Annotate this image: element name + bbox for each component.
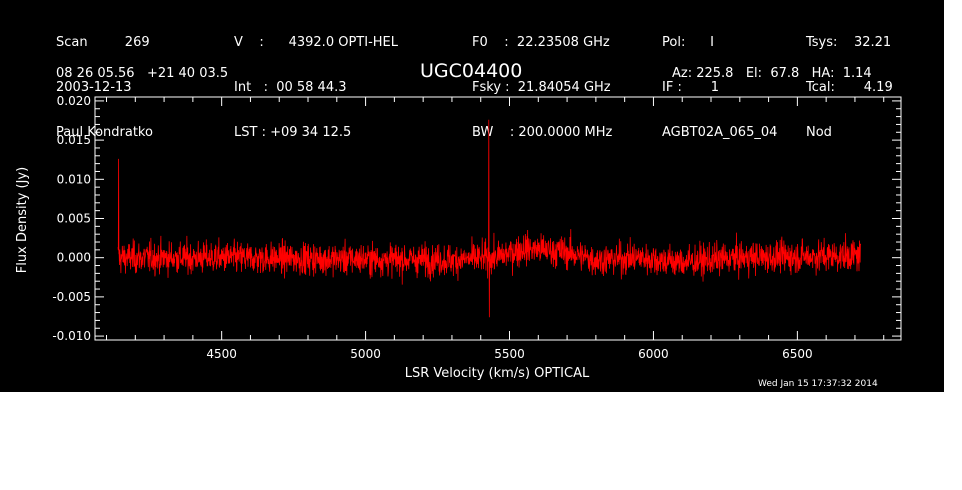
spectrum-chart: 4500 5000 5500 6000 6500 -0.010 -0.005 0.000 0.0… (15, 94, 902, 381)
source-name: UGC04400 (420, 60, 523, 82)
x-tick-label: 4500 (206, 347, 237, 361)
x-tick-label: 5500 (494, 347, 525, 361)
project-line: AGBT02A_065_04 (662, 125, 778, 140)
scan-line: Scan 269 (56, 35, 150, 50)
plot-panel (0, 0, 944, 392)
plot-frame (94, 96, 902, 341)
if-line: IF : 1 (662, 80, 720, 95)
axis-ticks: 4500 5000 5500 6000 6500 -0.010 -0.005 0.000 0.0… (52, 94, 901, 361)
spectrum-trace-layer (117, 119, 862, 318)
y-tick-label: -0.005 (52, 290, 91, 304)
y-tick-label: 0.015 (57, 133, 91, 147)
coordinates-readout: 08 26 05.56 +21 40 03.5 (56, 66, 229, 81)
velocity-line: V : 4392.0 OPTI-HEL (234, 35, 398, 50)
x-tick-label: 6000 (638, 347, 669, 361)
sky-frequency-line: Fsky : 21.84054 GHz (472, 80, 611, 95)
integration-line: Int : 00 58 44.3 (234, 80, 347, 95)
y-tick-label: 0.020 (57, 94, 91, 108)
az-el-ha-readout: Az: 225.8 El: 67.8 HA: 1.14 (672, 66, 872, 81)
plot-timestamp: Wed Jan 15 17:37:32 2014 (758, 379, 878, 389)
header-velocity-info: V : 4392.0 OPTI-HEL Int : 00 58 44.3 LST… (234, 5, 398, 155)
header-frequency-info: F0 : 22.23508 GHz Fsky : 21.84054 GHz BW… (472, 5, 612, 155)
x-axis-title: LSR Velocity (km/s) OPTICAL (405, 366, 590, 381)
y-tick-label: -0.010 (52, 329, 91, 343)
tcal-line: Tcal: 4.19 (806, 80, 893, 95)
rest-frequency-line: F0 : 22.23508 GHz (472, 35, 610, 50)
pol-line: Pol: I (662, 35, 714, 50)
y-tick-label: 0.005 (57, 212, 91, 226)
y-tick-label: 0.000 (57, 251, 91, 265)
header-system-info: Tsys: 32.21 Tcal: 4.19 Nod (806, 5, 893, 155)
header-polarization-info: Pol: I IF : 1 AGBT02A_065_04 (662, 5, 777, 155)
y-tick-label: 0.010 (57, 172, 91, 186)
date-line: 2003-12-13 (56, 80, 132, 95)
bandwidth-line: BW : 200.0000 MHz (472, 125, 613, 140)
mode-line: Nod (806, 125, 832, 140)
x-tick-label: 5000 (350, 347, 381, 361)
x-tick-label: 6500 (782, 347, 813, 361)
y-axis-title: Flux Density (Jy) (15, 167, 30, 273)
lst-line: LST : +09 34 12.5 (234, 125, 352, 140)
observer-line: Paul Kondratko (56, 125, 153, 140)
spectrum-trace (117, 119, 862, 318)
header-scan-info: Scan 269 2003-12-13 Paul Kondratko (56, 5, 153, 155)
tsys-line: Tsys: 32.21 (806, 35, 892, 50)
